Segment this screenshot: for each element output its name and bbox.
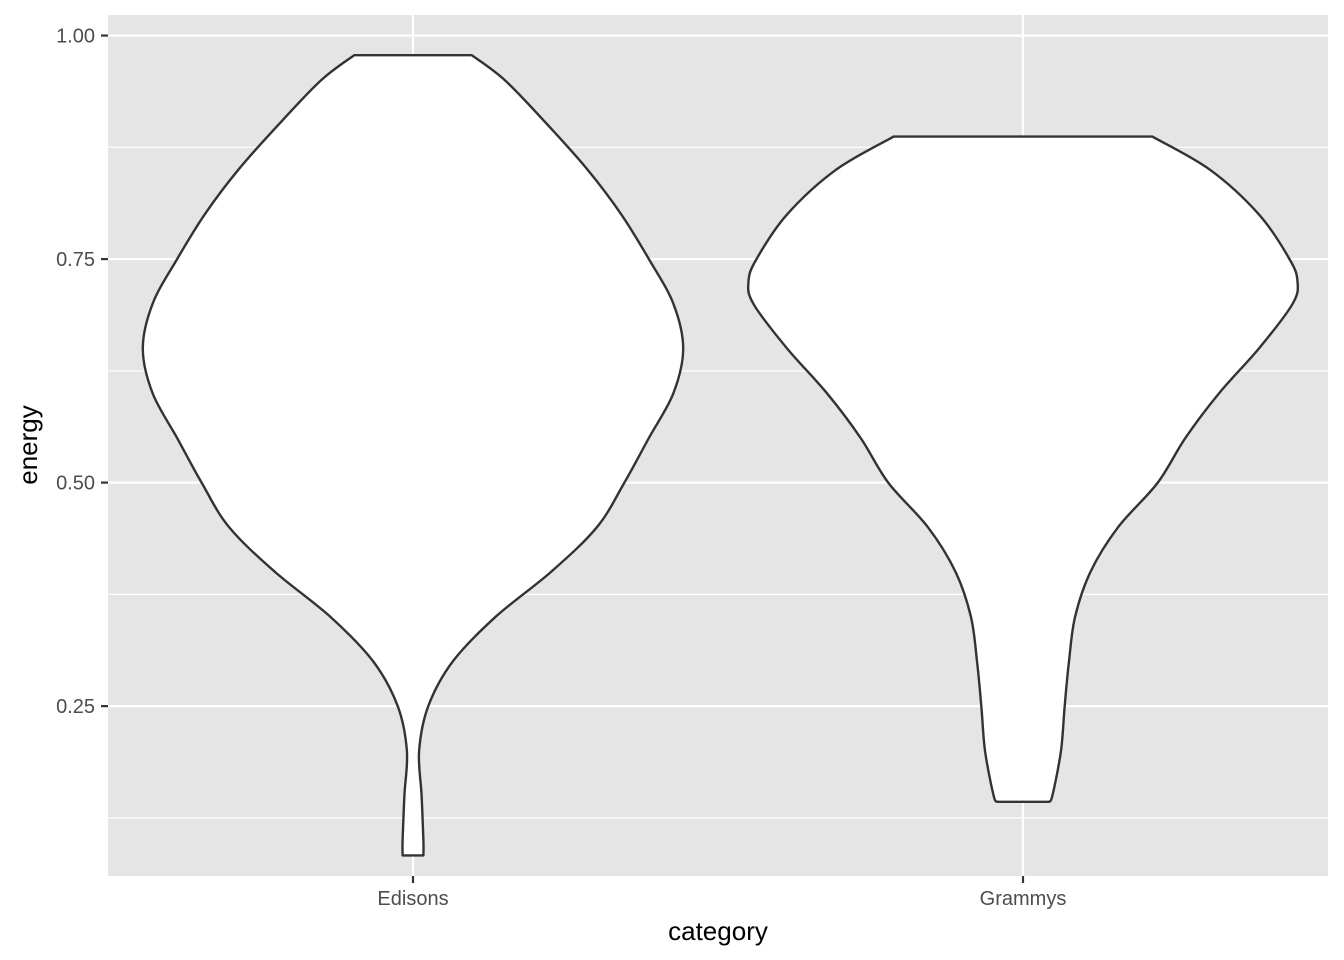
y-tick-label: 0.25 bbox=[56, 696, 95, 718]
y-axis: 0.25 0.50 0.75 1.00 bbox=[56, 26, 108, 718]
x-tick-label-edisons: Edisons bbox=[377, 888, 448, 910]
violins bbox=[141, 54, 1300, 857]
y-tick-label: 0.75 bbox=[56, 249, 95, 271]
x-tick-label-grammys: Grammys bbox=[980, 888, 1067, 910]
y-axis-title: energy bbox=[13, 405, 43, 485]
violin-grammys bbox=[746, 135, 1300, 803]
y-tick-label: 0.50 bbox=[56, 473, 95, 495]
y-tick-label: 1.00 bbox=[56, 26, 95, 48]
violin-edisons bbox=[141, 54, 685, 857]
x-axis-title: category bbox=[668, 916, 768, 946]
x-axis: Edisons Grammys bbox=[377, 876, 1066, 910]
